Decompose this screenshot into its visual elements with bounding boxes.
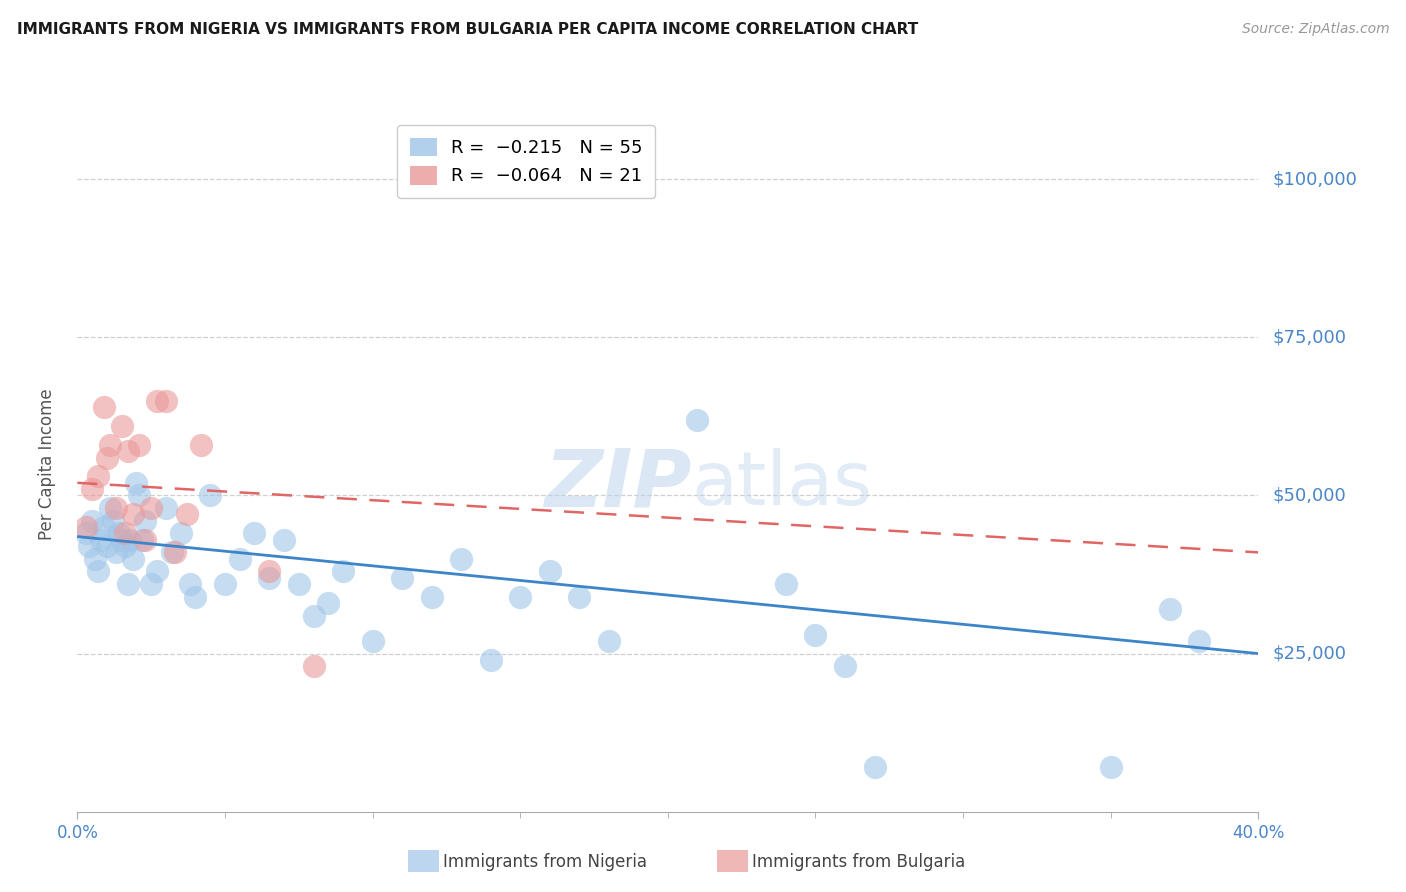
Point bbox=[200, 488, 222, 502]
Point bbox=[122, 551, 145, 566]
Point bbox=[259, 571, 281, 585]
Point bbox=[141, 577, 163, 591]
Point bbox=[190, 438, 212, 452]
Point bbox=[318, 596, 340, 610]
Text: atlas: atlas bbox=[692, 448, 873, 521]
Text: $50,000: $50,000 bbox=[1272, 486, 1346, 505]
Point bbox=[111, 533, 132, 547]
Point bbox=[114, 539, 136, 553]
Point bbox=[87, 565, 110, 579]
Point bbox=[686, 412, 709, 426]
Point bbox=[361, 634, 384, 648]
Point bbox=[273, 533, 295, 547]
Text: Immigrants from Bulgaria: Immigrants from Bulgaria bbox=[752, 853, 966, 871]
Point bbox=[1159, 602, 1181, 616]
Point bbox=[117, 577, 139, 591]
Point bbox=[125, 475, 148, 490]
Point bbox=[163, 545, 186, 559]
Point bbox=[82, 482, 104, 496]
Point bbox=[170, 526, 193, 541]
Point bbox=[228, 551, 252, 566]
Point bbox=[104, 501, 127, 516]
Point bbox=[146, 393, 169, 408]
Point bbox=[1099, 760, 1122, 774]
Text: Source: ZipAtlas.com: Source: ZipAtlas.com bbox=[1241, 22, 1389, 37]
Point bbox=[288, 577, 311, 591]
Point bbox=[128, 488, 150, 502]
Point bbox=[391, 571, 413, 585]
Point bbox=[122, 508, 145, 522]
Text: $75,000: $75,000 bbox=[1272, 328, 1347, 346]
Point bbox=[214, 577, 236, 591]
Point bbox=[93, 400, 115, 414]
Point bbox=[114, 526, 136, 541]
Point bbox=[107, 526, 129, 541]
Point bbox=[128, 438, 150, 452]
Legend: R =  −0.215   N = 55, R =  −0.064   N = 21: R = −0.215 N = 55, R = −0.064 N = 21 bbox=[396, 125, 655, 198]
Point bbox=[598, 634, 620, 648]
Point bbox=[101, 514, 124, 528]
Point bbox=[87, 469, 110, 483]
Point bbox=[131, 533, 153, 547]
Point bbox=[117, 444, 139, 458]
Point bbox=[111, 418, 132, 433]
Point bbox=[160, 545, 183, 559]
Point bbox=[834, 659, 856, 673]
Text: Immigrants from Nigeria: Immigrants from Nigeria bbox=[443, 853, 647, 871]
Point bbox=[155, 501, 177, 516]
Point bbox=[179, 577, 201, 591]
Point bbox=[98, 438, 121, 452]
Text: IMMIGRANTS FROM NIGERIA VS IMMIGRANTS FROM BULGARIA PER CAPITA INCOME CORRELATIO: IMMIGRANTS FROM NIGERIA VS IMMIGRANTS FR… bbox=[17, 22, 918, 37]
Point bbox=[259, 565, 281, 579]
Point bbox=[146, 565, 169, 579]
Point bbox=[75, 520, 97, 534]
Point bbox=[450, 551, 472, 566]
Point bbox=[98, 501, 121, 516]
Point bbox=[775, 577, 797, 591]
Point bbox=[75, 526, 97, 541]
Point bbox=[509, 590, 531, 604]
Point bbox=[568, 590, 591, 604]
Point bbox=[96, 450, 118, 465]
Point bbox=[120, 533, 142, 547]
Point bbox=[243, 526, 266, 541]
Point bbox=[82, 514, 104, 528]
Point bbox=[538, 565, 561, 579]
Point bbox=[96, 539, 118, 553]
Point bbox=[104, 545, 127, 559]
Point bbox=[90, 533, 112, 547]
Point bbox=[302, 608, 325, 623]
Point bbox=[184, 590, 207, 604]
Text: $25,000: $25,000 bbox=[1272, 645, 1347, 663]
Point bbox=[77, 539, 100, 553]
Point bbox=[1188, 634, 1211, 648]
Point bbox=[479, 653, 502, 667]
Point bbox=[804, 627, 827, 641]
Point bbox=[155, 393, 177, 408]
Point bbox=[332, 565, 354, 579]
Point bbox=[863, 760, 886, 774]
Point bbox=[84, 551, 107, 566]
Point bbox=[302, 659, 325, 673]
Point bbox=[141, 501, 163, 516]
Point bbox=[176, 508, 198, 522]
Y-axis label: Per Capita Income: Per Capita Income bbox=[38, 388, 56, 540]
Point bbox=[93, 520, 115, 534]
Point bbox=[134, 533, 156, 547]
Text: ZIP: ZIP bbox=[544, 446, 692, 524]
Point bbox=[134, 514, 156, 528]
Text: $100,000: $100,000 bbox=[1272, 170, 1357, 188]
Point bbox=[420, 590, 443, 604]
